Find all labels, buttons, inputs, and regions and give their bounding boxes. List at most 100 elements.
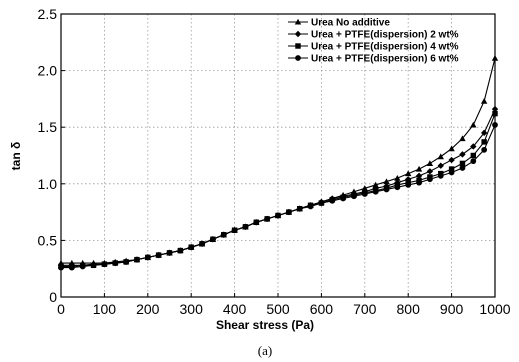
x-tick-label: 1000 bbox=[479, 301, 510, 317]
x-tick-label: 600 bbox=[310, 301, 334, 317]
data-point bbox=[231, 227, 238, 234]
y-tick-label: 2.0 bbox=[38, 63, 58, 79]
legend-marker bbox=[294, 30, 302, 38]
y-tick-label: 2.5 bbox=[38, 6, 58, 22]
data-point bbox=[437, 153, 444, 160]
data-point bbox=[492, 110, 498, 117]
data-point bbox=[416, 179, 422, 186]
data-point bbox=[470, 121, 477, 128]
x-tick-label: 900 bbox=[440, 301, 464, 317]
data-point bbox=[448, 169, 455, 176]
y-axis-ticks: 0 0.5 1.0 1.5 2.0 2.5 bbox=[38, 6, 65, 305]
data-point bbox=[426, 168, 434, 175]
data-point bbox=[155, 252, 162, 258]
data-point bbox=[361, 191, 368, 197]
series-4 bbox=[58, 122, 498, 271]
data-point bbox=[426, 160, 434, 166]
x-tick-label: 0 bbox=[57, 301, 65, 317]
data-point bbox=[134, 256, 140, 263]
data-point bbox=[68, 264, 75, 271]
data-point bbox=[405, 170, 412, 177]
figure-caption: (a) bbox=[258, 343, 272, 358]
legend-label: Urea + PTFE(dispersion) 2 wt% bbox=[311, 30, 459, 41]
x-axis-ticks: 0 100 200 300 400 500 600 700 800 900 1000 bbox=[57, 293, 511, 317]
data-point bbox=[144, 254, 151, 261]
y-tick-label: 1.5 bbox=[38, 119, 58, 135]
data-point bbox=[296, 205, 303, 212]
grid-lines bbox=[61, 14, 495, 297]
data-point bbox=[112, 260, 119, 266]
data-point bbox=[481, 139, 487, 145]
data-point bbox=[480, 129, 488, 137]
data-point bbox=[383, 186, 390, 193]
data-point bbox=[394, 184, 401, 191]
data-point bbox=[351, 193, 357, 200]
x-tick-label: 800 bbox=[397, 301, 421, 317]
legend-marker bbox=[295, 55, 301, 61]
data-point bbox=[459, 165, 466, 171]
data-point bbox=[285, 209, 292, 215]
data-point bbox=[372, 181, 379, 188]
legend-label: Urea No additive bbox=[311, 18, 390, 29]
data-point bbox=[491, 105, 499, 113]
data-point bbox=[220, 231, 227, 238]
data-point bbox=[177, 247, 184, 254]
data-point bbox=[470, 152, 477, 159]
data-point bbox=[188, 244, 195, 251]
data-point bbox=[481, 146, 488, 153]
legend-label: Urea + PTFE(dispersion) 6 wt% bbox=[311, 54, 459, 65]
data-point bbox=[448, 145, 455, 152]
legend-entry: Urea + PTFE(dispersion) 6 wt% bbox=[288, 54, 459, 65]
x-tick-label: 400 bbox=[223, 301, 247, 317]
series-layer bbox=[57, 54, 499, 271]
data-point bbox=[415, 172, 423, 180]
legend-label: Urea + PTFE(dispersion) 4 wt% bbox=[311, 42, 459, 53]
x-axis-title: Shear stress (Pa) bbox=[216, 318, 314, 332]
y-tick-label: 0 bbox=[49, 289, 57, 305]
data-point bbox=[101, 261, 108, 268]
data-point bbox=[307, 203, 314, 210]
data-point bbox=[459, 160, 466, 167]
data-point bbox=[253, 219, 260, 226]
data-point bbox=[361, 185, 368, 191]
legend-entry: Urea No additive bbox=[288, 18, 390, 29]
data-point bbox=[427, 176, 433, 183]
data-point bbox=[383, 178, 390, 185]
data-point bbox=[372, 188, 379, 195]
data-point bbox=[394, 174, 401, 181]
x-tick-label: 500 bbox=[266, 301, 290, 317]
legend-entry: Urea + PTFE(dispersion) 4 wt% bbox=[288, 42, 459, 53]
x-tick-label: 100 bbox=[93, 301, 117, 317]
data-point bbox=[264, 216, 271, 222]
y-tick-label: 1.0 bbox=[38, 176, 58, 192]
data-point bbox=[405, 182, 412, 188]
legend-marker bbox=[294, 18, 302, 25]
data-point bbox=[90, 262, 97, 269]
data-point bbox=[79, 263, 86, 270]
data-point bbox=[437, 162, 444, 169]
data-point bbox=[58, 264, 64, 271]
data-point bbox=[470, 158, 477, 165]
data-point bbox=[459, 135, 466, 142]
data-point bbox=[437, 172, 444, 179]
data-point bbox=[492, 122, 498, 128]
x-tick-label: 200 bbox=[136, 301, 160, 317]
data-point bbox=[318, 200, 325, 206]
data-point bbox=[491, 54, 499, 61]
data-point bbox=[199, 240, 205, 247]
data-point bbox=[210, 236, 216, 243]
data-point bbox=[448, 166, 455, 172]
data-point bbox=[470, 143, 477, 150]
data-point bbox=[340, 195, 346, 202]
data-point bbox=[329, 197, 336, 204]
y-tick-label: 0.5 bbox=[38, 232, 58, 248]
data-point bbox=[480, 97, 488, 104]
data-point bbox=[123, 259, 129, 265]
data-point bbox=[448, 156, 455, 164]
x-tick-label: 300 bbox=[180, 301, 204, 317]
legend-marker bbox=[295, 43, 301, 49]
data-point bbox=[415, 165, 423, 172]
data-point bbox=[242, 223, 249, 230]
